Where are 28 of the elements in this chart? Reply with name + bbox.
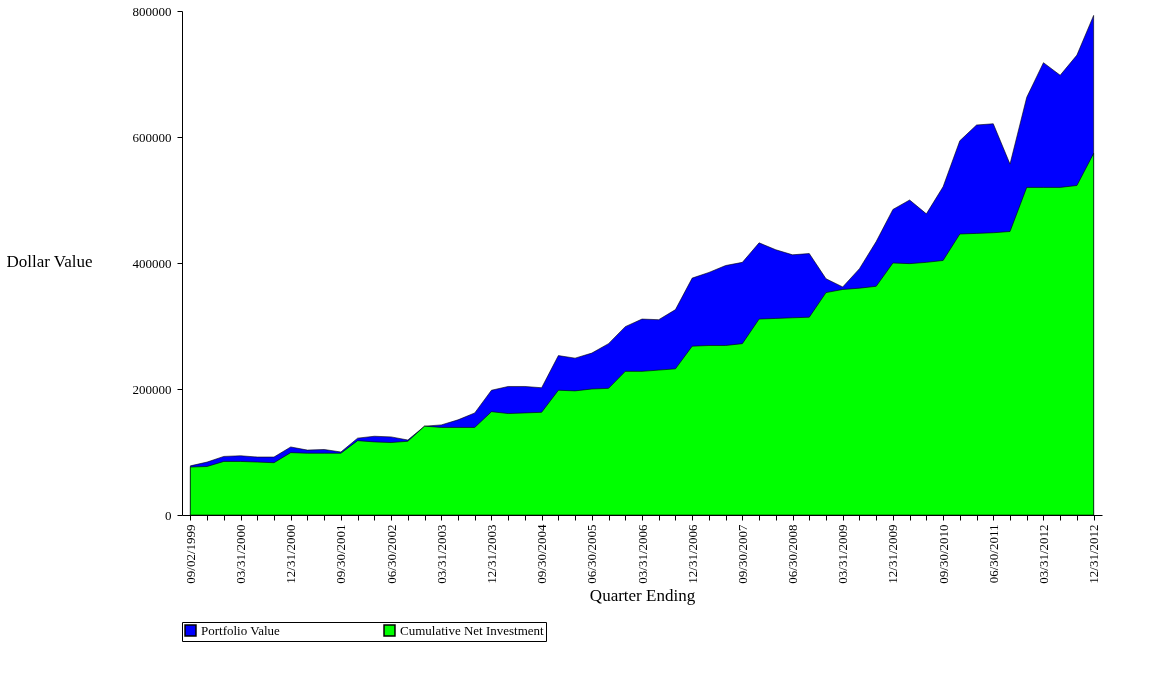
x-tick-label: 03/31/2012 [1035,524,1051,584]
x-tick-label: 06/30/2011 [985,524,1001,584]
x-tick-label: 06/30/2008 [785,524,801,584]
x-axis-title: Quarter Ending [589,585,696,605]
y-tick-label: 400000 [132,255,172,271]
y-tick-label: 800000 [132,3,172,19]
x-tick-label: 03/31/2009 [835,524,851,584]
x-tick-label: 09/30/2001 [333,524,349,584]
x-tick-label: 09/30/2007 [734,524,750,584]
x-tick-label: 03/31/2006 [634,524,650,584]
y-tick-label: 600000 [132,129,172,145]
legend-label: Cumulative Net Investment [400,622,545,638]
x-tick-label: 12/31/2000 [283,524,299,584]
y-axis-title: Dollar Value [6,251,93,271]
x-tick-label: 06/30/2005 [584,524,600,584]
x-tick-label: 09/30/2010 [935,524,951,584]
legend-label: Portfolio Value [201,622,281,638]
x-tick-label: 09/30/2004 [534,524,550,584]
x-tick-label: 03/31/2003 [433,524,449,584]
x-tick-label: 06/30/2002 [383,524,399,584]
x-tick-label: 12/31/2009 [885,524,901,584]
x-tick-label: 12/31/2012 [1086,524,1102,584]
x-tick-label: 03/31/2000 [233,524,249,584]
y-tick-label: 200000 [132,381,172,397]
x-tick-label: 12/31/2006 [684,524,700,584]
y-tick-label: 0 [165,507,172,523]
x-tick-label: 09/02/1999 [182,524,198,584]
x-tick-label: 12/31/2003 [483,524,499,584]
